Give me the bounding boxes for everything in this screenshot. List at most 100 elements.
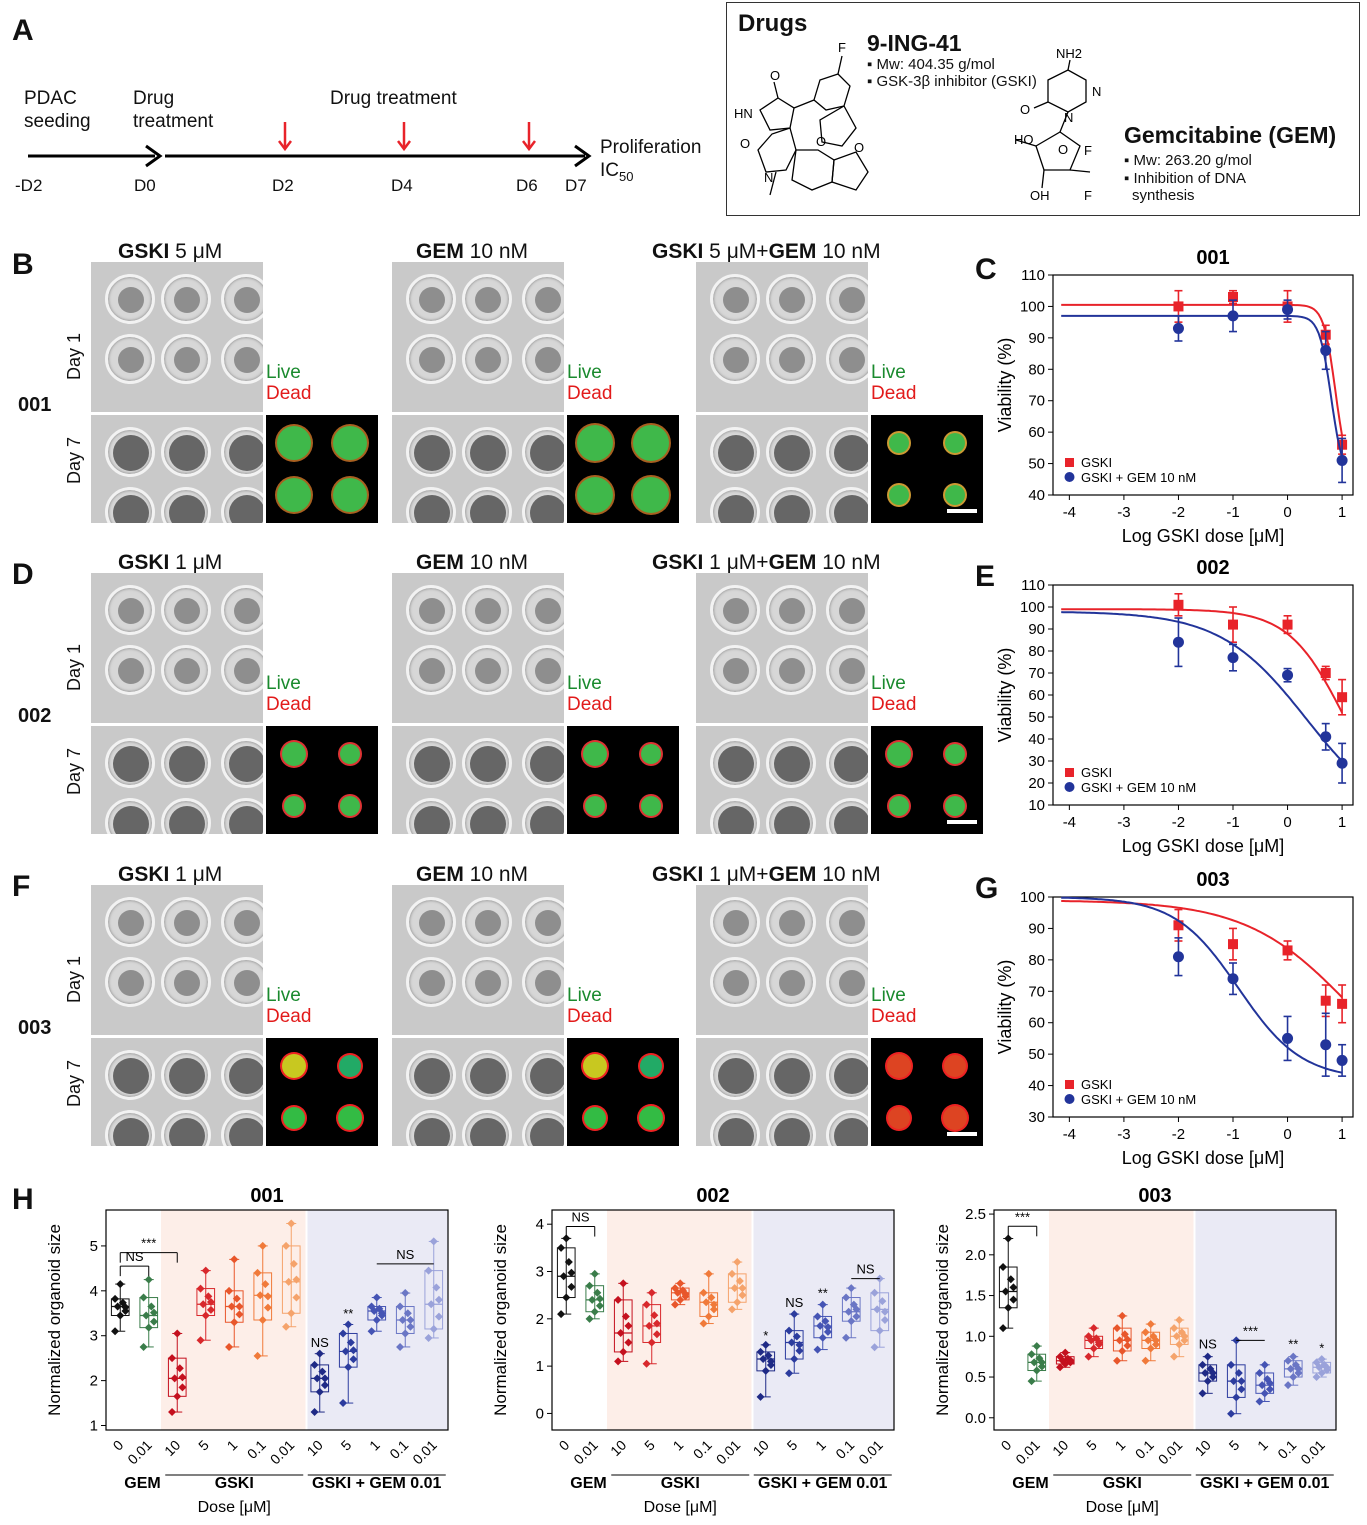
data-point <box>370 1307 379 1316</box>
svg-text:O: O <box>816 134 826 149</box>
microwell <box>105 1110 155 1146</box>
x-tick-label: 0.1 <box>386 1437 411 1462</box>
group-label-combo: GSKI + GEM 0.01 <box>1200 1475 1329 1492</box>
svg-text:F: F <box>838 40 846 55</box>
microwell <box>710 645 760 695</box>
x-tick-label: -4 <box>1063 814 1076 831</box>
data-point <box>344 1320 353 1329</box>
y-tick-label: 20 <box>1028 775 1045 792</box>
organoid <box>723 287 749 313</box>
data-point <box>564 1258 573 1267</box>
brightfield-day1-gski <box>91 573 263 723</box>
organoid <box>174 910 200 936</box>
data-point <box>1115 1336 1124 1345</box>
dead-label: Dead <box>567 1006 613 1027</box>
stained-organoid <box>339 1055 361 1077</box>
svg-text:N: N <box>1092 84 1101 99</box>
condition-title-combo: GSKI 1 μM+GEM 10 nM <box>652 551 881 574</box>
microwell <box>710 897 760 947</box>
organoid <box>118 287 144 313</box>
data-point-combo <box>1320 344 1332 356</box>
combo-group-background <box>1195 1210 1336 1430</box>
plot-frame <box>551 1209 895 1431</box>
data-point <box>1294 1364 1303 1373</box>
data-point <box>282 1241 291 1250</box>
data-point <box>595 1301 604 1310</box>
svg-text:F: F <box>1084 143 1092 158</box>
data-point <box>349 1346 358 1355</box>
stained-organoid <box>338 1106 362 1130</box>
x-axis-label: Log GSKI dose [μM] <box>1122 1148 1284 1168</box>
data-point <box>1151 1340 1160 1349</box>
x-tick-label: 10 <box>750 1437 772 1459</box>
data-point <box>1227 1409 1236 1418</box>
organoid <box>723 910 749 936</box>
label-pdac: PDAC <box>24 88 77 109</box>
data-point <box>1203 1352 1212 1361</box>
microwell <box>221 1110 263 1146</box>
organoid <box>419 910 445 936</box>
gski-group-background <box>1049 1210 1194 1430</box>
brightfield-day7-combo <box>696 415 868 523</box>
data-point <box>429 1237 438 1246</box>
gem-structure <box>1015 59 1091 189</box>
microwell <box>710 738 760 788</box>
data-point <box>315 1387 324 1396</box>
organoid <box>530 806 564 834</box>
drug1-mw: ▪ Mw: 404.35 g/mol <box>867 56 995 73</box>
chart-title: 001 <box>250 1185 283 1207</box>
organoid <box>229 1118 263 1146</box>
data-point <box>595 1294 604 1303</box>
data-point <box>1260 1360 1269 1369</box>
data-point-gski <box>1282 945 1293 956</box>
y-tick-label: 5 <box>90 1238 98 1255</box>
live-dead-fluorescence-combo <box>871 726 983 834</box>
y-axis-label: Viability (%) <box>995 960 1015 1055</box>
y-tick-label: 80 <box>1028 643 1045 660</box>
y-tick-label: 4 <box>90 1283 98 1300</box>
brightfield-day1-combo <box>696 885 868 1035</box>
organoid <box>718 1118 754 1146</box>
organoid <box>475 287 501 313</box>
data-point <box>310 1360 319 1369</box>
svg-text:HO: HO <box>1014 132 1034 147</box>
data-point <box>403 1309 412 1318</box>
data-point <box>1175 1316 1184 1324</box>
organoid <box>113 435 149 471</box>
data-point <box>559 1272 568 1281</box>
data-point-gski <box>1228 939 1238 950</box>
microwell <box>766 274 816 324</box>
brightfield-day1-gski <box>91 262 263 412</box>
group-label-gski: GSKI <box>215 1475 254 1492</box>
microwell <box>826 897 868 947</box>
svg-text:HN: HN <box>734 106 753 121</box>
x-tick-label: 0 <box>998 1437 1015 1454</box>
organoid <box>229 495 263 523</box>
data-point <box>875 1326 884 1335</box>
microwell <box>221 897 263 947</box>
dead-label: Dead <box>871 1006 917 1027</box>
microwell <box>406 274 456 324</box>
data-point <box>738 1291 747 1300</box>
organoid <box>113 495 149 523</box>
microwell <box>406 334 456 384</box>
x-tick-label: -2 <box>1172 814 1185 831</box>
data-point <box>227 1302 236 1311</box>
organoid <box>834 806 868 834</box>
legend-label-combo: GSKI + GEM 10 nM <box>1081 780 1196 795</box>
data-point <box>761 1340 770 1349</box>
y-axis-label: Viability (%) <box>995 648 1015 743</box>
data-point <box>320 1374 329 1383</box>
microwell <box>462 334 512 384</box>
data-point <box>642 1359 651 1368</box>
organoid <box>414 746 450 782</box>
chart-title: 003 <box>1138 1185 1171 1207</box>
brightfield-day1-gem <box>392 573 564 723</box>
microwell <box>462 427 512 477</box>
data-point <box>787 1338 796 1347</box>
y-tick-label: 100 <box>1020 889 1045 906</box>
live-dead-fluorescence-gski <box>266 726 378 834</box>
data-point <box>225 1342 234 1351</box>
x-axis-label: Dose [μM] <box>1086 1499 1159 1516</box>
microwell <box>221 274 263 324</box>
